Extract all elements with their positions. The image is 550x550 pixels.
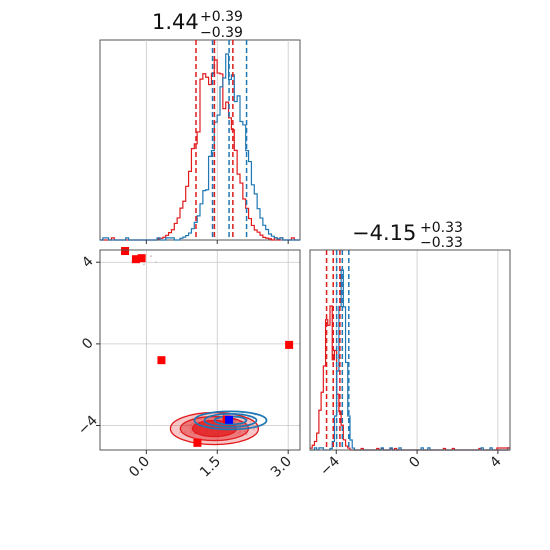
- sample-point-red: [253, 428, 256, 431]
- sample-point-red: [184, 431, 187, 434]
- sample-point-stray: [143, 263, 145, 266]
- sample-point-red: [178, 431, 181, 434]
- tick-label-scatter-y: −4: [75, 412, 101, 438]
- marker-red: [193, 438, 202, 447]
- panel-param1-hist: [99, 39, 301, 241]
- sample-point-red: [244, 430, 247, 433]
- panel-param2-hist: [309, 249, 511, 451]
- panel-param2-hist-frame: [309, 249, 511, 451]
- sample-point-red: [237, 431, 240, 434]
- title-param2-value: −4.15: [352, 221, 416, 245]
- hist2-tail-red: [496, 447, 510, 450]
- sample-point-red: [185, 424, 188, 427]
- tick-label-hist2-x: 0: [406, 454, 424, 472]
- marker-red: [285, 340, 294, 349]
- marker-red: [121, 247, 130, 256]
- sample-point-stray: [150, 255, 152, 258]
- panel-joint-scatter: [99, 247, 301, 451]
- sample-point-blue: [249, 420, 252, 423]
- sample-point-red: [188, 424, 191, 426]
- title-param1-upper: +0.39: [200, 9, 243, 25]
- tick-label-hist2-x: 4: [487, 453, 505, 471]
- sample-point-stray: [154, 261, 157, 264]
- sample-point-red: [190, 431, 192, 433]
- tick-label-scatter-y: 4: [79, 253, 97, 271]
- tick-label-scatter-x: 3.0: [268, 454, 295, 481]
- panel-joint-frame: [99, 249, 301, 451]
- marker-red: [131, 255, 140, 264]
- tick-label-scatter-x: 0.0: [126, 454, 153, 481]
- marker-red: [137, 254, 146, 263]
- marker-red: [157, 356, 166, 365]
- title-param1-value: 1.44: [152, 10, 199, 34]
- contour-blue-level-1: [193, 410, 268, 431]
- hist1-series-blue: [100, 53, 300, 241]
- tick-label-scatter-y: 0: [79, 335, 97, 353]
- title-param1: 1.44 +0.39 −0.39: [152, 9, 243, 41]
- marker-blue: [225, 415, 234, 424]
- title-param2-upper: +0.33: [420, 220, 463, 236]
- sample-point-red: [190, 424, 193, 427]
- panel-param1-hist-frame: [99, 39, 301, 241]
- tick-label-scatter-x: 1.5: [197, 454, 224, 481]
- title-param2: −4.15 +0.33 −0.33: [352, 220, 463, 251]
- contour-blue-level-2: [203, 413, 258, 428]
- sample-point-red: [239, 430, 242, 433]
- title-param2-lower: −0.33: [420, 235, 463, 251]
- sample-point-red: [190, 423, 193, 426]
- sample-point-red: [245, 433, 248, 436]
- sample-point-red: [189, 426, 192, 429]
- sample-point-blue: [234, 419, 237, 422]
- title-param1-lower: −0.39: [200, 25, 243, 41]
- tick-label-hist2-x: −4: [317, 453, 343, 479]
